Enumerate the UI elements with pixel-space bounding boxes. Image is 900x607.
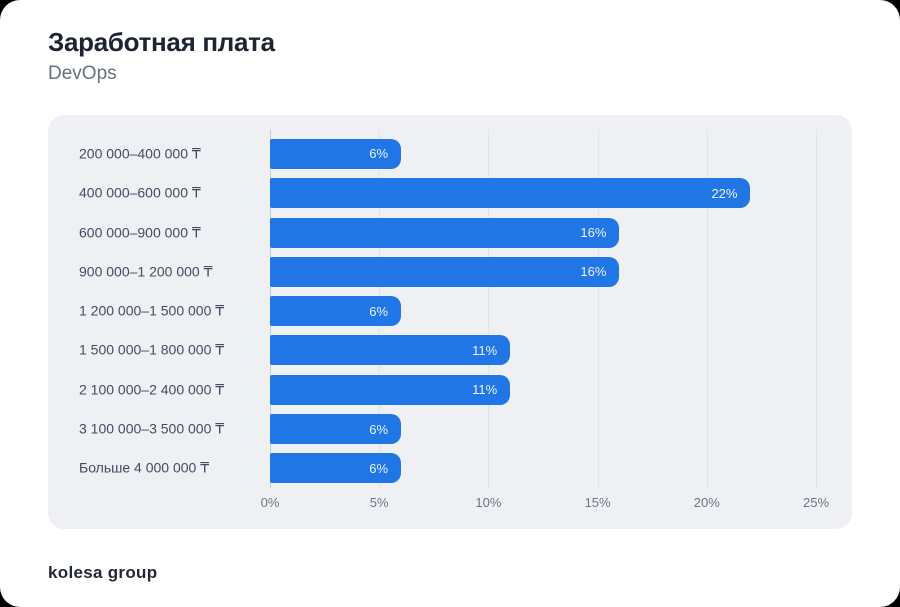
bar: 6% <box>270 296 402 327</box>
bar: 16% <box>270 217 620 248</box>
chart-row: 1 500 000–1 800 000 ₸ 11% <box>48 331 852 370</box>
bar-value-label: 16% <box>580 264 607 280</box>
bar-value-label: 22% <box>711 185 738 201</box>
x-tick-label: 15% <box>584 495 611 510</box>
chart-row: 900 000–1 200 000 ₸ 16% <box>48 252 852 291</box>
gridline <box>816 130 817 488</box>
bar: 6% <box>270 453 402 484</box>
page-title: Заработная плата <box>48 27 275 57</box>
bar-value-label: 6% <box>369 303 389 319</box>
chart-row: 3 100 000–3 500 000 ₸ 6% <box>48 409 852 448</box>
chart-row: 400 000–600 000 ₸ 22% <box>48 174 852 213</box>
gridline <box>597 130 599 488</box>
bar-value-label: 11% <box>472 382 498 398</box>
x-tick-label: 0% <box>260 495 280 510</box>
x-tick-label: 5% <box>369 495 389 510</box>
category-label: 1 200 000–1 500 000 ₸ <box>79 302 225 319</box>
bar: 6% <box>270 414 402 445</box>
bar: 22% <box>270 178 751 209</box>
brand-logo: kolesa group <box>48 563 158 582</box>
x-tick-label: 20% <box>693 495 720 510</box>
chart-card: 0% 5% 10% 15% 20% 25% 200 000–400 000 ₸ 6% 400 … <box>48 115 852 529</box>
page-subtitle: DevOps <box>48 62 117 84</box>
category-label: Больше 4 000 000 ₸ <box>79 459 210 476</box>
category-label: 1 500 000–1 800 000 ₸ <box>79 341 225 358</box>
category-label: 3 100 000–3 500 000 ₸ <box>79 420 225 437</box>
bar: 11% <box>270 335 511 366</box>
gridline <box>488 130 490 488</box>
chart-row: 200 000–400 000 ₸ 6% <box>48 134 852 173</box>
chart-row: 600 000–900 000 ₸ 16% <box>48 213 852 252</box>
bar-value-label: 6% <box>369 460 389 476</box>
category-label: 2 100 000–2 400 000 ₸ <box>79 381 225 398</box>
bar: 11% <box>270 374 511 405</box>
chart-row: Больше 4 000 000 ₸ 6% <box>48 449 852 488</box>
gridline <box>706 130 708 488</box>
chart-row: 2 100 000–2 400 000 ₸ 11% <box>48 370 852 409</box>
category-label: 900 000–1 200 000 ₸ <box>79 263 213 280</box>
header: Заработная плата DevOps <box>48 27 275 85</box>
category-label: 400 000–600 000 ₸ <box>79 184 201 201</box>
bar: 6% <box>270 138 402 169</box>
category-label: 200 000–400 000 ₸ <box>79 145 201 162</box>
bar: 16% <box>270 256 620 287</box>
bar-value-label: 16% <box>580 225 607 241</box>
chart-row: 1 200 000–1 500 000 ₸ 6% <box>48 292 852 331</box>
x-tick-label: 10% <box>475 495 502 510</box>
x-tick-label: 25% <box>802 495 830 510</box>
category-label: 600 000–900 000 ₸ <box>79 224 201 241</box>
bar-value-label: 6% <box>369 421 389 437</box>
bar-value-label: 6% <box>369 146 389 162</box>
bar-value-label: 11% <box>472 342 498 358</box>
